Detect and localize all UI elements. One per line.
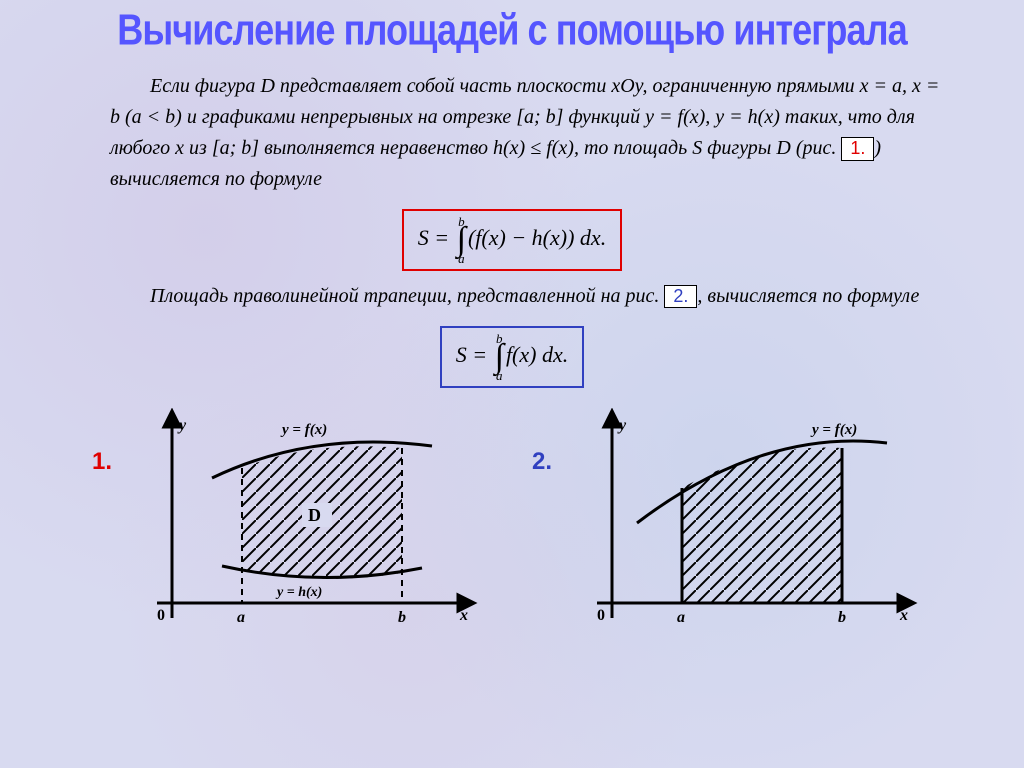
limit-bot: a: [496, 369, 503, 382]
text: и графиками непрерывных на отрезке: [182, 106, 516, 128]
axis-x-label: x: [459, 607, 468, 624]
origin-label: 0: [157, 607, 165, 624]
region-D-label: D: [308, 505, 321, 525]
var-S: S: [692, 137, 702, 159]
text: из: [184, 137, 212, 159]
origin-label: 0: [597, 607, 605, 624]
eq-yf: y = f(x): [645, 106, 705, 128]
formula-lhs: S: [418, 225, 429, 250]
text: функций: [563, 106, 645, 128]
figure-ref-2: 2.: [664, 285, 697, 309]
fx-label: y = f(x): [810, 422, 857, 438]
var-xOy: xOу: [611, 75, 642, 97]
page-title: Вычисление площадей с помощью интеграла: [54, 7, 970, 56]
formula-1-box: S = b∫a(f(x) − h(x)) dx.: [402, 209, 622, 271]
text: , вычисляется по формуле: [697, 285, 919, 307]
text: представляет собой часть плоскости: [275, 75, 611, 97]
interval: [a; b]: [516, 106, 563, 128]
text: Если фигура: [150, 75, 260, 97]
text: Площадь праволинейной трапеции, представ…: [150, 285, 664, 307]
var-x: x: [175, 137, 184, 159]
text: (рис.: [791, 137, 842, 159]
eq: =: [467, 342, 493, 367]
b-label: b: [398, 609, 406, 626]
text: , ограниченную прямыми: [643, 75, 860, 97]
var-D: D: [260, 75, 274, 97]
text: фигуры: [702, 137, 776, 159]
paragraph-1: Если фигура D представляет собой часть п…: [30, 71, 994, 195]
cond-ab: (a < b): [125, 106, 182, 128]
interval2: [a; b]: [212, 137, 259, 159]
figure-ref-1: 1.: [841, 137, 874, 161]
axis-y-label: y: [177, 417, 187, 434]
limit-bot: a: [458, 252, 465, 265]
inequality: h(x) ≤ f(x): [493, 137, 574, 159]
integral-symbol: b∫a: [495, 332, 504, 382]
axis-x-label: x: [899, 607, 908, 624]
diagram-2-svg: y x 0 a b y = f(x): [542, 408, 922, 638]
a-label: a: [677, 609, 685, 626]
diagram-1-svg: y x 0 a b y = f(x) y = h(x) D: [102, 408, 482, 638]
formula-lhs: S: [456, 342, 467, 367]
b-label: b: [838, 609, 846, 626]
var-D2: D: [776, 137, 790, 159]
axis-y-label: y: [617, 417, 627, 434]
diagram-1-label: 1.: [92, 448, 112, 476]
eq-xa: x = a: [860, 75, 902, 97]
fx-label: y = f(x): [280, 422, 327, 438]
eq: =: [429, 225, 455, 250]
diagram-1: 1. y x 0: [102, 408, 482, 643]
a-label: a: [237, 609, 245, 626]
formula-2-box: S = b∫af(x) dx.: [440, 326, 584, 388]
eq-yh: y = h(x): [715, 106, 780, 128]
text: , то площадь: [574, 137, 692, 159]
diagram-2-label: 2.: [532, 448, 552, 476]
text: выполняется неравенство: [259, 137, 493, 159]
diagrams-row: 1. y x 0: [30, 408, 994, 643]
integral-symbol: b∫a: [457, 215, 466, 265]
formula-body: f(x) dx.: [506, 342, 568, 367]
hx-label: y = h(x): [275, 585, 322, 600]
paragraph-2: Площадь праволинейной трапеции, представ…: [30, 281, 994, 312]
diagram-2: 2. y x 0 a b y = f(x): [542, 408, 922, 643]
formula-body: (f(x) − h(x)) dx.: [468, 225, 606, 250]
